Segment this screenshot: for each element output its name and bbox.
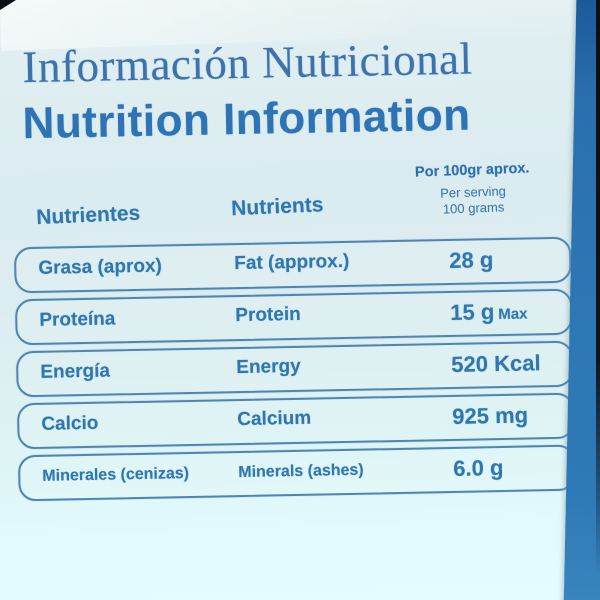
title-spanish: Información Nutricional — [22, 33, 473, 93]
row-label-en: Protein — [235, 303, 301, 327]
row-label-es: Proteína — [39, 308, 116, 331]
bag-edge-black-strip — [596, 0, 600, 600]
row-label-es: Energía — [40, 360, 111, 383]
table-row-minerals: Minerales (cenizas) Minerals (ashes) 6.0… — [17, 444, 576, 502]
row-label-en: Calcium — [237, 407, 312, 431]
column-header-nutrients: Nutrients — [230, 193, 324, 221]
row-value: 6.0 g — [453, 454, 504, 481]
row-label-es: Grasa (aprox) — [38, 255, 163, 279]
top-left-black-corner — [0, 0, 16, 10]
row-value: 925 mg — [452, 402, 529, 429]
column-header-nutrientes: Nutrientes — [35, 201, 141, 230]
nutrition-table: Grasa (aprox) Fat (approx.) 28 g Proteín… — [13, 236, 576, 508]
table-row-fat: Grasa (aprox) Fat (approx.) 28 g — [13, 236, 572, 294]
row-value: 520 Kcal — [451, 350, 541, 377]
row-label-en: Energy — [236, 355, 301, 379]
amount-header-line1: Por 100gr aprox. — [414, 160, 530, 181]
column-header-amount: Por 100gr aprox. Per serving 100 grams — [397, 160, 549, 219]
table-row-protein: Proteína Protein 15 g Max — [14, 288, 573, 346]
title-english: Nutrition Information — [22, 90, 471, 149]
row-label-en: Fat (approx.) — [234, 250, 350, 275]
table-row-calcium: Calcio Calcium 925 mg — [16, 392, 575, 450]
row-value: 28 g — [449, 247, 494, 273]
table-row-energy: Energía Energy 520 Kcal — [15, 340, 574, 398]
row-value-suffix: Max — [498, 305, 528, 324]
row-label-es: Calcio — [41, 412, 99, 435]
row-value: 15 g Max — [450, 299, 528, 325]
row-label-en: Minerals (ashes) — [238, 461, 364, 482]
row-label-es: Minerales (cenizas) — [42, 465, 190, 485]
